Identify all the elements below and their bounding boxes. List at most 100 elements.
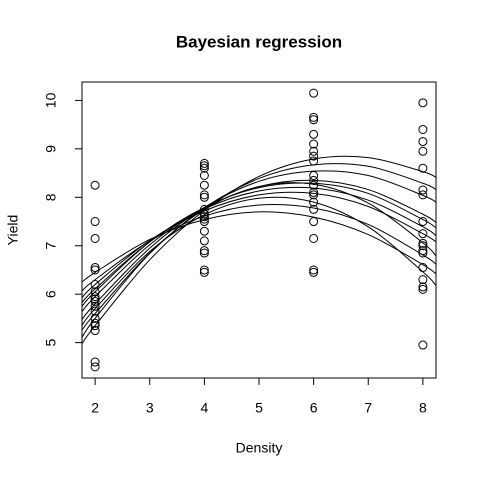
fit-curve — [82, 203, 436, 292]
data-point — [199, 192, 209, 202]
data-point — [90, 313, 100, 323]
x-tick-label: 4 — [200, 400, 208, 416]
data-point — [199, 170, 209, 180]
x-tick-label: 6 — [310, 400, 318, 416]
fit-curve — [82, 163, 436, 331]
fit-curve — [82, 170, 436, 320]
data-point — [418, 190, 428, 200]
fit-curve — [82, 179, 436, 312]
data-point — [90, 263, 100, 273]
data-point — [199, 212, 209, 222]
data-point — [199, 267, 209, 277]
data-point — [199, 180, 209, 190]
data-point — [90, 326, 100, 336]
plot-frame — [81, 81, 437, 379]
data-point — [418, 217, 428, 227]
data-point — [90, 294, 100, 304]
chart-title: Bayesian regression — [176, 32, 342, 51]
fit-curve — [82, 196, 436, 326]
data-point — [309, 156, 319, 166]
data-point — [90, 301, 100, 311]
y-tick-label: 8 — [43, 193, 59, 201]
x-tick-label: 5 — [255, 400, 263, 416]
data-point — [418, 238, 428, 248]
y-tick-label: 9 — [43, 145, 59, 153]
data-point — [309, 265, 319, 275]
data-point — [309, 190, 319, 200]
data-point — [418, 98, 428, 108]
data-point — [90, 233, 100, 243]
data-point — [418, 246, 428, 256]
plot-area — [82, 88, 436, 372]
data-point — [90, 321, 100, 331]
x-tick-label: 2 — [91, 400, 99, 416]
x-axis-label: Density — [236, 440, 283, 456]
data-point — [309, 115, 319, 125]
data-point — [199, 190, 209, 200]
data-point — [90, 287, 100, 297]
data-point — [199, 204, 209, 214]
data-point — [90, 362, 100, 372]
data-point — [418, 163, 428, 173]
data-point — [90, 280, 100, 290]
data-point — [90, 306, 100, 316]
data-point — [418, 263, 428, 273]
data-point — [418, 124, 428, 134]
data-point — [90, 265, 100, 275]
x-tick-label: 8 — [419, 400, 427, 416]
data-point — [418, 146, 428, 156]
data-point — [309, 112, 319, 122]
data-point — [199, 236, 209, 246]
data-point — [199, 217, 209, 227]
data-point — [199, 209, 209, 219]
fit-curve — [82, 155, 436, 344]
data-point — [199, 248, 209, 258]
data-point — [309, 151, 319, 161]
x-tick-label: 3 — [146, 400, 154, 416]
data-point — [199, 265, 209, 275]
data-point — [309, 267, 319, 277]
fit-curve — [82, 191, 436, 298]
data-point — [309, 180, 319, 190]
data-point — [309, 217, 319, 227]
y-tick-label: 6 — [43, 290, 59, 298]
data-point — [309, 170, 319, 180]
data-point — [309, 233, 319, 243]
y-axis-label: Yield — [5, 215, 21, 246]
data-point — [418, 185, 428, 195]
fit-curve — [82, 186, 436, 303]
data-point — [309, 197, 319, 207]
data-point — [418, 241, 428, 251]
data-point — [418, 229, 428, 239]
data-point — [90, 296, 100, 306]
data-point — [90, 180, 100, 190]
y-tick-label: 5 — [43, 339, 59, 347]
data-point — [418, 137, 428, 147]
fit-curve — [82, 182, 436, 338]
fit-curve — [82, 182, 436, 307]
data-point — [418, 340, 428, 350]
data-point — [90, 318, 100, 328]
data-point — [199, 163, 209, 173]
data-point — [418, 282, 428, 292]
y-tick-label: 7 — [43, 242, 59, 250]
data-point — [199, 158, 209, 168]
data-point — [418, 284, 428, 294]
data-point — [199, 214, 209, 224]
data-point — [309, 146, 319, 156]
data-point — [309, 129, 319, 139]
data-point — [418, 275, 428, 285]
fit-curve — [82, 211, 436, 283]
x-tick-label: 7 — [364, 400, 372, 416]
data-point — [90, 217, 100, 227]
data-point — [309, 88, 319, 98]
data-point — [199, 161, 209, 171]
data-point — [418, 248, 428, 258]
data-point — [199, 246, 209, 256]
y-tick-label: 10 — [43, 92, 59, 108]
data-point — [309, 139, 319, 149]
data-point — [90, 357, 100, 367]
data-point — [309, 187, 319, 197]
data-point — [199, 226, 209, 236]
